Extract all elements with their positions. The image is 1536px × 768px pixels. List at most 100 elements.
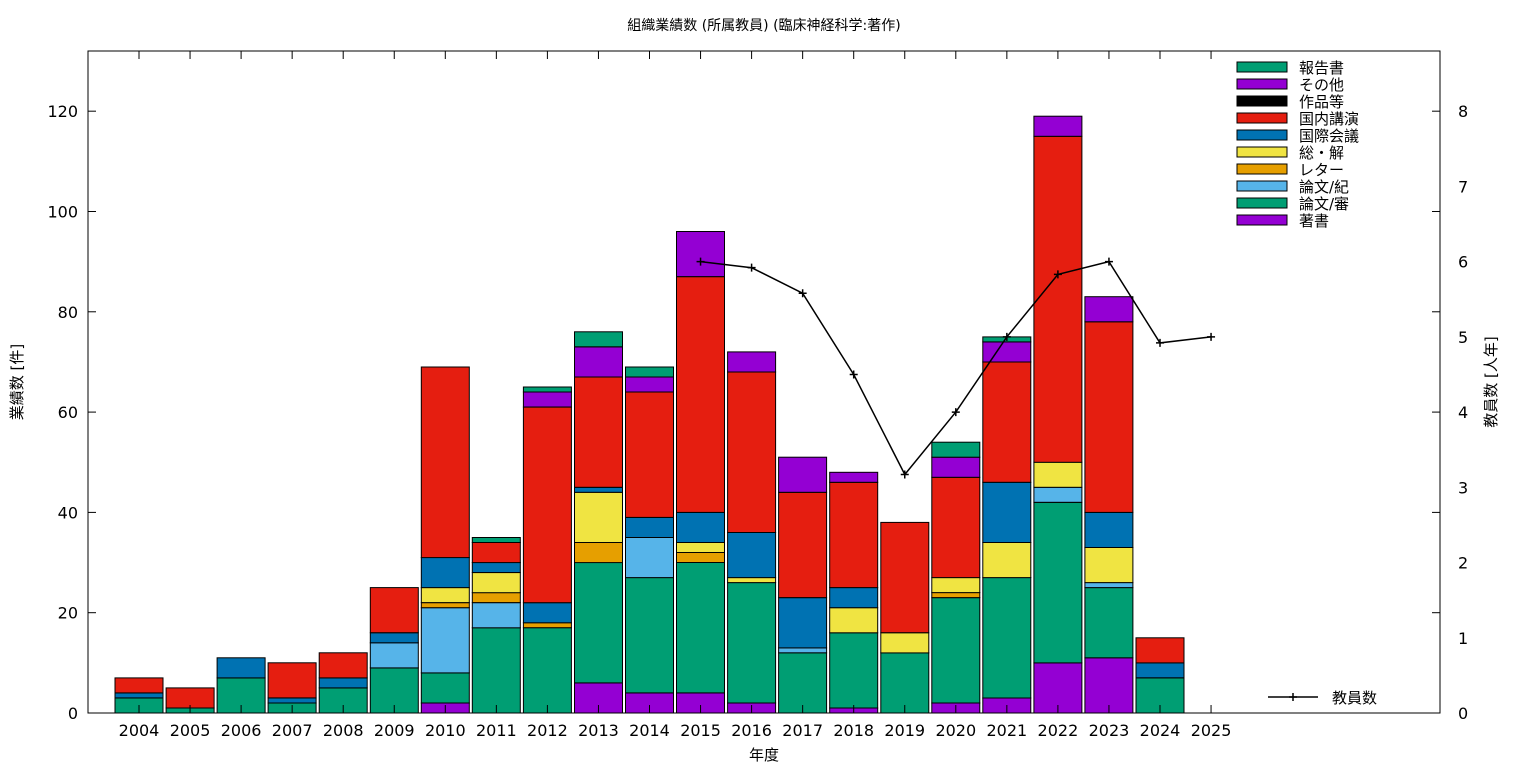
bar-segment	[1033, 135, 1083, 463]
bar-segment	[727, 577, 777, 584]
legend-swatch	[1236, 112, 1288, 124]
x-tick-label: 2013	[578, 721, 619, 740]
y2-tick-label: 0	[1458, 704, 1468, 723]
y-tick-label: 40	[58, 503, 78, 522]
x-tick-label: 2005	[170, 721, 211, 740]
legend-swatch	[1236, 180, 1288, 192]
bar-segment	[574, 331, 623, 348]
bar-segment	[931, 597, 981, 704]
x-tick-label: 2024	[1140, 721, 1181, 740]
x-axis: 2004 2005 2006 2007 2008 2009 2010 2011 2012 2013…	[119, 51, 1231, 740]
chart-title: 組織業績数 (所属教員) (臨床神経科学:著作)	[627, 18, 900, 34]
x-tick-label: 2012	[527, 721, 568, 740]
y2-tick-label: 8	[1458, 102, 1468, 121]
bar-segment	[471, 592, 521, 604]
bar-segment	[829, 481, 879, 589]
bar-segment	[471, 542, 521, 564]
bar-segment	[471, 562, 521, 573]
bar-segment	[1084, 582, 1134, 589]
x-tick-label: 2017	[782, 721, 823, 740]
bar-segment	[1084, 511, 1134, 549]
faculty-point	[1002, 332, 1011, 341]
bar-segment	[420, 587, 470, 604]
faculty-line-layer	[696, 257, 1216, 479]
y-tick-label: 0	[68, 704, 78, 723]
x-tick-label: 2022	[1038, 721, 1079, 740]
bar-segment	[982, 542, 1032, 579]
bar-segment	[778, 647, 828, 654]
faculty-point	[1104, 257, 1113, 266]
bar-segment	[522, 622, 572, 629]
bar-segment	[1033, 662, 1083, 714]
bar-segment	[522, 391, 572, 408]
bar-segment	[1135, 637, 1185, 664]
legend-label: レター	[1299, 161, 1344, 179]
bar-segment	[676, 542, 725, 553]
bar-segment	[574, 491, 623, 543]
legend-swatch	[1236, 129, 1288, 141]
bar-segment	[267, 662, 317, 699]
bar-segment	[982, 481, 1032, 543]
bar-segment	[420, 672, 470, 704]
bar-segment	[471, 602, 521, 629]
y-axis-label: 業績数 [件]	[8, 344, 26, 420]
bar-segment	[420, 557, 470, 589]
y-tick-label: 100	[47, 202, 78, 221]
bar-segment	[778, 491, 828, 599]
y2-tick-label: 1	[1458, 629, 1468, 648]
bars-layer	[114, 115, 1185, 714]
legend-swatch	[1236, 146, 1288, 158]
bar-segment	[676, 276, 725, 513]
bar-segment	[625, 376, 674, 393]
y-tick-label: 80	[58, 303, 78, 322]
bar-segment	[625, 366, 674, 378]
legend-label: 論文/審	[1299, 195, 1349, 213]
bar-segment	[625, 577, 674, 694]
faculty-point	[849, 370, 858, 379]
bar-segment	[471, 537, 521, 543]
y-tick-label: 60	[58, 403, 78, 422]
bar-segment	[931, 441, 981, 458]
faculty-point	[696, 257, 705, 266]
bar-segment	[1084, 321, 1134, 513]
y2-axis: 0 1 2 3 4 5 6 7 8	[1458, 102, 1468, 723]
x-tick-label: 2023	[1089, 721, 1130, 740]
x-tick-label: 2006	[221, 721, 262, 740]
bar-segment	[574, 486, 623, 493]
bar-segment	[880, 652, 930, 714]
bar-segment	[1135, 662, 1185, 679]
bar-segment	[1084, 657, 1134, 714]
y2-axis-label: 教員数 [人年]	[1482, 336, 1500, 427]
bar-segment	[982, 341, 1032, 363]
bar-segment	[1084, 296, 1134, 323]
y2-tick-label: 6	[1458, 253, 1468, 272]
x-tick-label: 2011	[476, 721, 517, 740]
bar-segment	[1084, 547, 1134, 584]
x-tick-label: 2014	[629, 721, 670, 740]
bar-segment	[216, 657, 266, 679]
bar-segment	[625, 516, 674, 539]
bar-segment	[318, 677, 368, 689]
bar-segment	[931, 476, 981, 579]
y-tick-label: 20	[58, 604, 78, 623]
legend-swatch	[1236, 163, 1288, 175]
x-tick-label: 2015	[680, 721, 721, 740]
bar-segment	[676, 231, 725, 278]
faculty-point	[1156, 338, 1164, 347]
bar-segment	[1033, 115, 1083, 137]
bar-segment	[778, 652, 828, 714]
bar-segment	[1084, 587, 1134, 659]
bar-segment	[1033, 501, 1083, 664]
bar-segment	[880, 632, 930, 654]
bar-segment	[880, 521, 930, 634]
x-tick-label: 2007	[272, 721, 313, 740]
bar-segment	[471, 572, 521, 594]
bar-segment	[982, 577, 1032, 699]
x-tick-label: 2016	[731, 721, 772, 740]
bar-segment	[369, 632, 419, 644]
bar-segment	[369, 587, 419, 634]
bar-segment	[676, 511, 725, 544]
y2-tick-label: 2	[1458, 554, 1468, 573]
bar-segment	[420, 366, 470, 559]
